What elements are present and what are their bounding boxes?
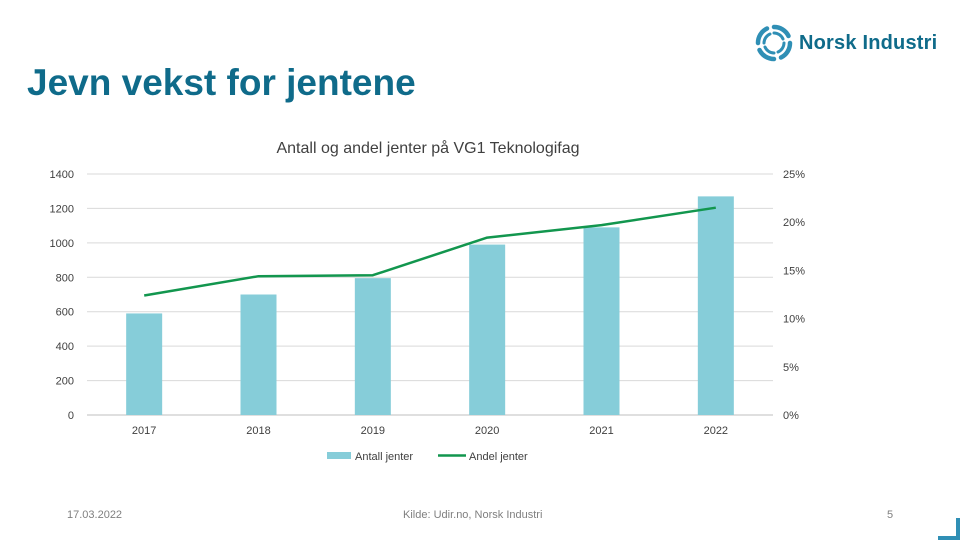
y-left-tick-label: 600 — [56, 307, 74, 319]
y-left-tick-label: 1400 — [50, 169, 74, 181]
x-tick-label: 2020 — [475, 425, 499, 437]
y-left-tick-label: 400 — [56, 341, 74, 353]
line-series — [143, 206, 716, 297]
y-left-tick-label: 0 — [68, 410, 74, 422]
y-left-tick-label: 1000 — [50, 238, 74, 250]
x-tick-label: 2021 — [589, 425, 613, 437]
norsk-industri-logo: Norsk Industri — [755, 24, 937, 62]
right-axis: 0% 5% 10% 15% 20% 25% — [783, 169, 805, 422]
bar-series — [126, 196, 734, 415]
series-line — [143, 206, 716, 297]
logo-text: Norsk Industri — [799, 31, 938, 54]
x-tick-label: 2018 — [246, 425, 270, 437]
page-number: 5 — [887, 509, 894, 521]
y-right-tick-label: 15% — [783, 265, 805, 277]
chart-title: Antall og andel jenter på VG1 Teknologif… — [276, 139, 579, 157]
legend-label-bar: Antall jenter — [355, 451, 413, 463]
y-left-tick-label: 200 — [56, 376, 74, 388]
x-axis: 2017 2018 2019 2020 2021 2022 — [132, 425, 728, 437]
bar — [126, 313, 163, 415]
logo-icon — [755, 24, 793, 62]
y-left-tick-label: 800 — [56, 272, 74, 284]
y-right-tick-label: 20% — [783, 217, 805, 229]
bar — [469, 244, 506, 415]
y-right-tick-label: 5% — [783, 362, 799, 374]
footer-date: 17.03.2022 — [67, 509, 123, 521]
footer-source: Kilde: Udir.no, Norsk Industri — [403, 509, 543, 521]
x-tick-label: 2019 — [361, 425, 385, 437]
left-axis: 0 200 400 600 800 1000 1200 1400 — [50, 169, 74, 422]
slide-title: Jevn vekst for jentene — [27, 62, 416, 103]
x-tick-label: 2022 — [704, 425, 728, 437]
bar — [697, 196, 734, 415]
bar — [354, 278, 391, 415]
bar — [583, 227, 620, 415]
x-tick-label: 2017 — [132, 425, 156, 437]
legend: Antall jenter Andel jenter — [327, 451, 528, 463]
y-right-tick-label: 0% — [783, 410, 799, 422]
y-right-tick-label: 10% — [783, 314, 805, 326]
y-right-tick-label: 25% — [783, 169, 805, 181]
corner-accent — [938, 518, 960, 540]
legend-label-line: Andel jenter — [469, 451, 528, 463]
legend-swatch-bar — [327, 452, 351, 459]
gridlines — [87, 173, 773, 416]
bar — [240, 294, 277, 415]
y-left-tick-label: 1200 — [50, 203, 74, 215]
